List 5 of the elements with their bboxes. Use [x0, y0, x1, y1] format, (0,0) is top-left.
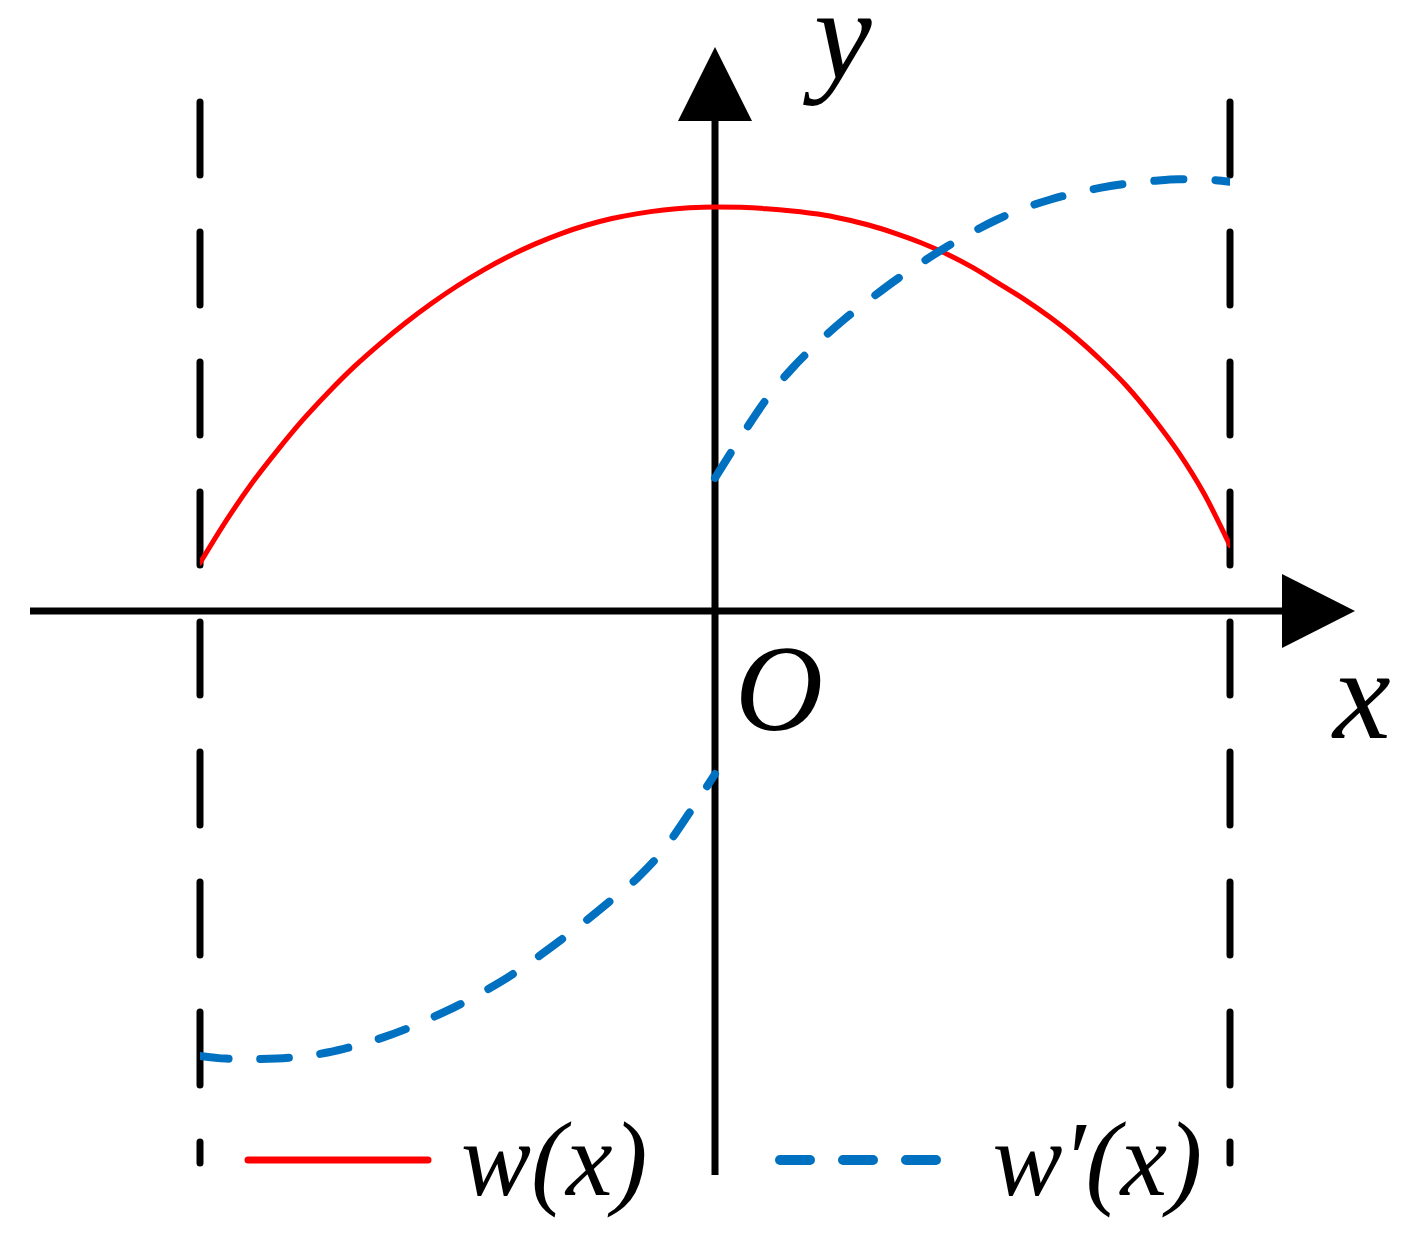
annotation: O — [735, 621, 824, 756]
x-axis-title: x — [1331, 622, 1391, 766]
legend-label: w(x) — [461, 1100, 648, 1220]
legend-label: w′(x) — [992, 1100, 1203, 1220]
y-axis-title: y — [803, 0, 872, 106]
